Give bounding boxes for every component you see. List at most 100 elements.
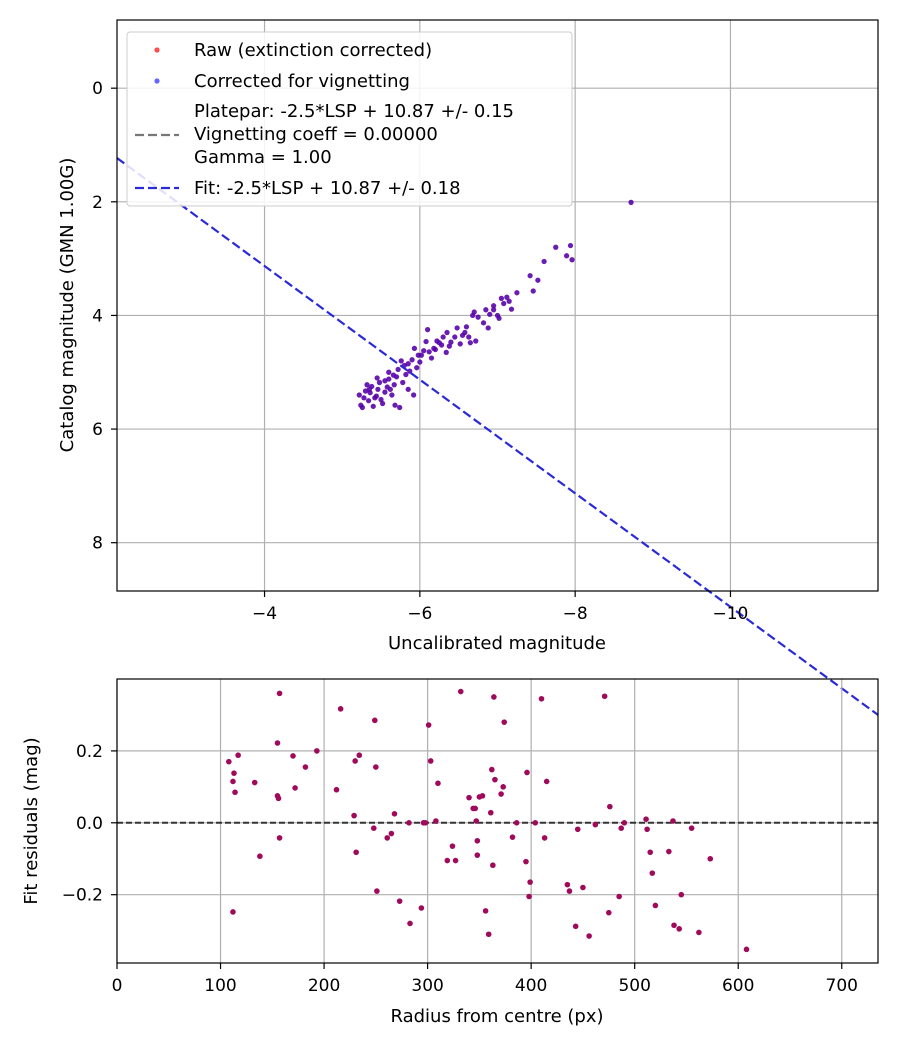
residual-point (649, 870, 656, 876)
corrected-point (375, 386, 381, 392)
corrected-point (459, 332, 466, 338)
residual-point (743, 946, 750, 953)
corrected-point (428, 355, 435, 361)
residual-point (618, 825, 625, 831)
residual-point (616, 893, 622, 900)
x-tick-label: −6 (407, 604, 432, 624)
corrected-point (411, 345, 418, 351)
residual-point (564, 881, 571, 888)
x-tick-label: 500 (618, 976, 650, 996)
residual-point (427, 758, 434, 764)
residual-point (524, 769, 530, 776)
corrected-point (628, 199, 634, 205)
residual-point (418, 905, 425, 911)
residual-point (666, 848, 672, 855)
legend-raw-label: Raw (extinction corrected) (194, 40, 432, 61)
residual-point (230, 909, 236, 915)
corrected-point (483, 307, 489, 313)
corrected-point (436, 340, 442, 346)
corrected-point (379, 400, 386, 407)
residual-point (541, 835, 548, 841)
residual-point (606, 909, 612, 916)
corrected-point (569, 257, 575, 263)
corrected-point (457, 341, 463, 347)
residual-point (466, 794, 472, 801)
corrected-point (358, 402, 364, 408)
residual-point (527, 879, 533, 885)
residual-point (457, 688, 464, 695)
residual-point (452, 857, 459, 864)
residual-point (601, 693, 608, 700)
residual-point (449, 843, 456, 849)
residual-point (607, 803, 613, 810)
corrected-point (496, 315, 502, 321)
x-tick-label: 600 (722, 976, 754, 996)
residual-point (433, 818, 439, 824)
y-tick-label: 2 (92, 193, 103, 213)
corrected-point (564, 253, 570, 259)
corrected-point (440, 334, 446, 340)
corrected-point (448, 339, 454, 345)
residual-point (532, 819, 539, 826)
residual-point (384, 835, 391, 841)
corrected-point (480, 320, 487, 326)
corrected-point (417, 359, 423, 365)
residuals-grid (116, 679, 878, 963)
fit-line (116, 157, 879, 716)
residual-point (232, 789, 238, 796)
residual-point (688, 825, 695, 831)
y-tick-label: 0 (92, 79, 103, 99)
residual-point (586, 933, 592, 939)
residual-point (372, 717, 378, 724)
residuals-x-label: Radius from centre (px) (390, 1006, 603, 1027)
residual-point (671, 922, 677, 929)
residual-point (356, 752, 363, 759)
x-tick-label: −10 (713, 604, 749, 624)
corrected-point (382, 378, 388, 384)
corrected-point (386, 376, 392, 382)
corrected-point (398, 358, 404, 364)
residual-point (678, 891, 685, 898)
residual-point (292, 785, 298, 791)
residual-point (491, 694, 497, 700)
residual-point (276, 690, 283, 697)
legend-vignetting-label: Vignetting coeff = 0.00000 (194, 124, 438, 145)
residual-point (352, 758, 358, 764)
residual-point (526, 893, 532, 900)
legend-corrected-marker (154, 78, 160, 84)
residual-point (647, 849, 654, 856)
calibration-points (356, 199, 634, 411)
residual-point (621, 819, 628, 826)
corrected-point (386, 369, 392, 375)
residual-point (489, 766, 495, 773)
residual-point (275, 795, 282, 802)
corrected-point (415, 352, 421, 358)
residual-point (487, 809, 494, 816)
residual-point (274, 740, 281, 746)
corrected-point (364, 382, 370, 388)
residual-point (644, 826, 650, 833)
corrected-point (405, 361, 411, 367)
residual-point (538, 695, 545, 702)
x-tick-label: 100 (204, 976, 236, 996)
residual-point (670, 818, 676, 824)
corrected-point (414, 365, 420, 371)
corrected-point (382, 389, 388, 395)
residual-point (479, 793, 486, 799)
y-tick-label: 0.0 (76, 814, 103, 834)
residuals-points (226, 688, 750, 953)
legend: Raw (extinction corrected) Corrected for… (126, 31, 573, 207)
x-tick-label: 400 (515, 976, 547, 996)
corrected-point (454, 325, 460, 331)
residual-point (226, 758, 232, 765)
residual-point (257, 853, 263, 860)
corrected-point (376, 379, 383, 386)
legend-corrected-label: Corrected for vignetting (194, 71, 410, 92)
residual-point (498, 791, 504, 797)
legend-fit-label: Fit: -2.5*LSP + 10.87 +/- 0.18 (194, 178, 461, 199)
corrected-point (487, 311, 493, 317)
residual-point (370, 825, 377, 831)
calibration-x-label: Uncalibrated magnitude (388, 633, 606, 654)
residual-point (566, 888, 573, 894)
residual-point (444, 857, 451, 864)
